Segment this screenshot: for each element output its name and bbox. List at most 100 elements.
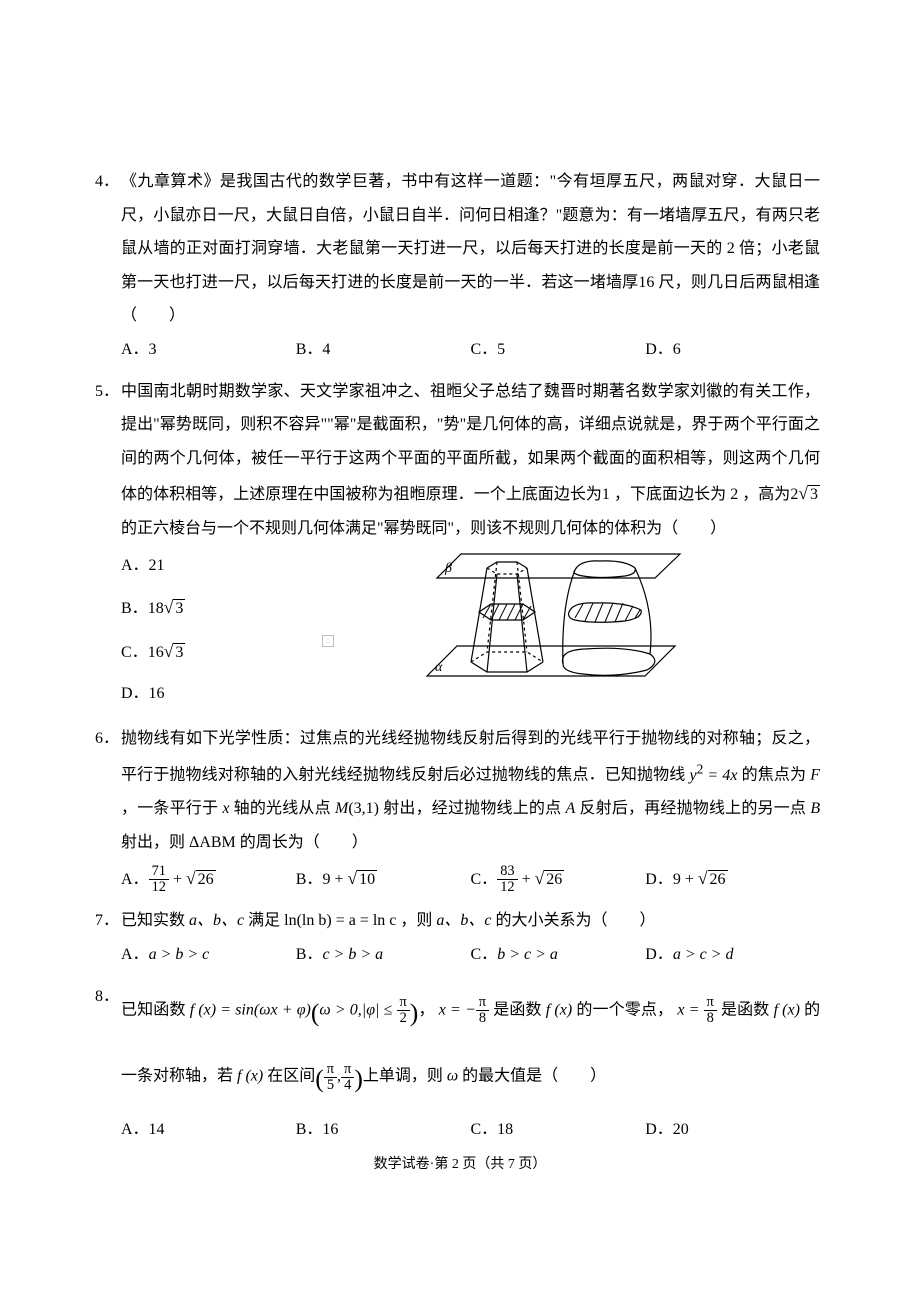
q5-opt-c: C．16√3 [121,630,395,674]
q6-M-coords: (3,1) [348,800,379,817]
q8-p8: 上单调，则 [363,1068,443,1085]
q8-xeq1-num: π [476,995,489,1011]
q8-omega-cond: ω > 0, [319,1001,361,1018]
q7-vars2: a、b、c [436,912,491,929]
q6-rhs: = 4x [703,767,737,784]
q5-text: 中国南北朝时期数学家、天文学家祖冲之、祖暅父子总结了魏晋时期著名数学家刘徽的有关… [121,375,820,546]
q8-xeq2-pre: x = [677,1001,703,1018]
q6d-val: 9 + [673,871,698,888]
q6-B: B [810,800,820,817]
question-6: 6． 抛物线有如下光学性质：过焦点的光线经抛物线反射后得到的光线平行于抛物线的对… [95,722,820,897]
q6-opt-c: C．8312 + √26 [471,860,646,897]
q4-opt-c: C．5 [471,333,646,367]
q6c-num: 83 [497,864,517,880]
q8-p5: 是函数 [721,1001,769,1018]
question-8: 8． 已知函数 f (x) = sin(ωx + φ)(ω > 0,|φ| ≤ … [95,980,820,1147]
q6a-rad: 26 [196,870,216,888]
q6b-val: 9 + [322,871,347,888]
q4-number: 4． [95,165,121,199]
q5-text-pre: 中国南北朝时期数学家、天文学家祖冲之、祖暅父子总结了魏晋时期著名数学家刘徽的有关… [121,383,820,504]
q7d: a > c > d [673,946,734,963]
q4-options: A．3 B．4 C．5 D．6 [121,333,820,367]
q6c-rad: 26 [544,870,564,888]
q7a-pre: A． [121,946,149,963]
q7-vars1: a、b、c [189,912,244,929]
q6-p5: 射出，经过抛物线上的点 [383,800,561,817]
q6-opt-d: D．9 + √26 [645,860,820,897]
q7-opt-b: B．c > b > a [296,938,471,972]
q8-xeq2-den: 8 [704,1011,717,1026]
q8-number: 8． [95,980,121,1014]
q8-p3: 是函数 [493,1001,541,1018]
q7-opt-a: A．a > b > c [121,938,296,972]
q8-phi-cond: |φ| ≤ [362,1001,397,1018]
q8-options: A．14 B．16 C．18 D．20 [121,1113,820,1147]
question-7: 7． 已知实数 a、b、c 满足 ln(ln b) = a = ln c ，则 … [95,904,820,971]
q7-options: A．a > b > c B．c > b > a C．b > c > a D．a … [121,938,820,972]
q8-xeq1-pre: x = − [439,1001,476,1018]
q5-sqrt-coef: 2 [790,486,798,503]
q8-xeq1-den: 8 [476,1011,489,1026]
q8-opt-c: C．18 [471,1113,646,1147]
q7-opt-c: C．b > c > a [471,938,646,972]
question-4: 4． 《九章算术》是我国古代的数学巨著，书中有这样一道题："今有垣厚五尺，两鼠对… [95,165,820,367]
q6c-pre: C． [471,871,498,888]
alpha-label: α [435,660,443,675]
q8-int-b-num: π [341,1062,354,1078]
question-5: 5． 中国南北朝时期数学家、天文学家祖冲之、祖暅父子总结了魏晋时期著名数学家刘徽… [95,375,820,714]
q5-opt-c-sqrt: √3 [164,630,186,674]
q5-opt-b-coef: 18 [148,600,164,617]
q7-opt-d: D．a > c > d [645,938,820,972]
q5-options: A．21 B．18√3 C．16√3 D．16 [121,546,395,714]
q5-figure: β α [395,546,820,686]
q6c-den: 12 [497,880,517,895]
q5-opt-b-rad: 3 [173,599,185,617]
q7d-pre: D． [645,946,673,963]
q6c-plus: + [518,871,535,888]
q6-A: A [565,800,575,817]
q6d-rad: 26 [708,870,728,888]
q6-p6: 反射后，再经抛物线上的另一点 [579,800,806,817]
q8-fx2: f (x) [546,1001,572,1018]
q8-int-open: ( [315,1064,324,1093]
q8-int-a-den: 5 [324,1078,337,1093]
q6-opt-a: A．7112 + √26 [121,860,296,897]
q7-number: 7． [95,904,121,938]
q5-opt-c-rad: 3 [173,643,185,661]
q8-p4: 的一个零点， [576,1001,673,1018]
q6-x: x [222,800,229,817]
q8-p1: 已知函数 [121,1001,186,1018]
q8-fx4: f (x) [237,1068,263,1085]
q8-fx3: f (x) [774,1001,800,1018]
q6-number: 6． [95,722,121,756]
q6-text: 抛物线有如下光学性质：过焦点的光线经抛物线反射后得到的光线平行于抛物线的对称轴；… [121,722,820,860]
q8-opt-b: B．16 [296,1113,471,1147]
q4-opt-b: B．4 [296,333,471,367]
q7-p3: ，则 [400,912,432,929]
q6-p4: 轴的光线从点 [234,800,331,817]
q8-opt-d: D．20 [645,1113,820,1147]
q6-p8: 的周长为（ ） [240,834,368,851]
q7a: a > b > c [149,946,210,963]
q8-xeq2-num: π [704,995,717,1011]
q5-opt-c-pre: C． [121,644,148,661]
q5-opt-c-coef: 16 [148,644,164,661]
q8-cond-num: π [397,995,410,1011]
q6d-pre: D． [645,871,673,888]
q6a-plus: + [169,871,186,888]
q8-opt-a: A．14 [121,1113,296,1147]
q6-p3: ，一条平行于 [121,800,218,817]
q5-opt-d: D．16 [121,674,395,714]
q6b-rad: 10 [357,870,377,888]
q6a-num: 71 [149,864,169,880]
q7-text: 已知实数 a、b、c 满足 ln(ln b) = a = ln c ，则 a、b… [121,904,820,938]
page-footer: 数学试卷·第 2 页（共 7 页） [0,1150,920,1179]
q8-fx1: f (x) = sin(ωx + φ) [190,1001,311,1018]
q5-opt-b-sqrt: √3 [164,586,186,630]
q8-omega: ω [447,1068,458,1085]
q6b-pre: B． [296,871,323,888]
q5-sqrt: √3 [798,475,820,512]
cavalieri-diagram: β α [425,546,685,686]
q7-eq: ln(ln b) = a = ln c [284,912,396,929]
beta-label: β [444,561,452,576]
